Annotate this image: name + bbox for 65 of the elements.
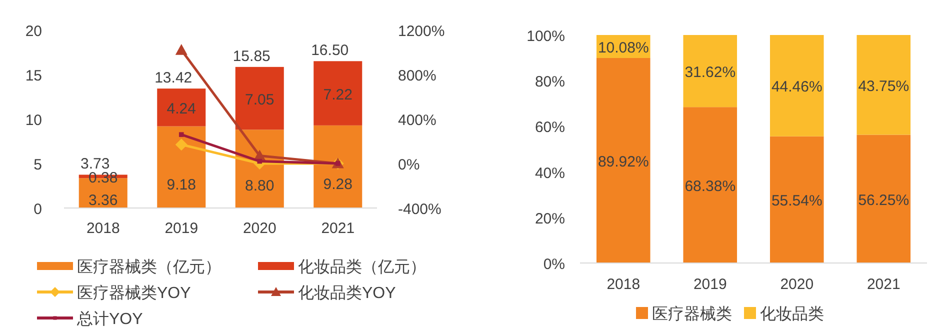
legend-label: 化妆品类（亿元）	[298, 258, 426, 276]
bar	[235, 66, 284, 130]
x-tick-label: 2019	[164, 220, 198, 237]
data-label: 9.18	[166, 176, 196, 194]
bar	[596, 58, 650, 263]
x-tick-label: 2021	[866, 276, 900, 293]
total-label: 13.42	[154, 70, 192, 87]
legend-label: 医疗器械类YOY	[77, 284, 192, 302]
bar	[157, 88, 206, 126]
data-label: 8.80	[245, 178, 274, 195]
y-tick-label: 0%	[543, 256, 565, 273]
bar	[770, 136, 824, 263]
y-tick-label: 60%	[534, 119, 565, 136]
y-tick-label: 0	[34, 201, 42, 218]
y-tick-label: 15	[25, 68, 42, 84]
bar	[770, 35, 824, 136]
legend-label: 化妆品类	[760, 305, 824, 323]
y2-tick-label: 800%	[398, 68, 436, 84]
legend-label: 医疗器械类（亿元）	[77, 258, 221, 276]
y-tick-label: 20%	[534, 210, 565, 228]
data-label: 4.24	[166, 100, 196, 118]
legend-label: 化妆品类YOY	[298, 284, 396, 302]
bar	[856, 134, 911, 263]
total-label: 15.85	[232, 48, 270, 65]
y-tick-label: 80%	[534, 74, 565, 91]
data-label: 55.54%	[771, 192, 822, 210]
y-tick-label: 100%	[526, 28, 565, 45]
data-label: 44.46%	[771, 78, 822, 96]
data-label: 10.08%	[598, 39, 649, 56]
y2-tick-label: 400%	[398, 112, 436, 129]
data-label: 43.75%	[858, 78, 910, 95]
data-label: 9.28	[323, 176, 352, 194]
x-tick-label: 2020	[242, 220, 276, 237]
y2-tick-label: -400%	[398, 201, 442, 218]
x-tick-label: 2018	[86, 220, 120, 237]
point	[175, 138, 188, 151]
y-tick-label: 20	[25, 23, 42, 40]
bar	[683, 35, 738, 108]
x-tick-label: 2021	[321, 220, 355, 237]
legend-label: 总计YOY	[76, 310, 144, 328]
point	[257, 158, 262, 164]
y-tick-label: 5	[34, 156, 42, 174]
y-tick-label: 10	[25, 112, 42, 129]
point	[175, 44, 188, 55]
data-label: 3.36	[88, 192, 118, 210]
point	[178, 132, 184, 137]
bar	[314, 61, 362, 126]
x-tick-label: 2018	[606, 276, 640, 293]
data-label: 31.62%	[684, 64, 736, 82]
bar	[683, 107, 738, 263]
legend-label: 医疗器械类	[652, 305, 732, 323]
data-label: 56.25%	[858, 192, 910, 209]
data-label: 68.38%	[684, 178, 736, 196]
data-label: 7.05	[245, 91, 274, 108]
x-tick-label: 2020	[780, 276, 814, 293]
y-tick-label: 40%	[534, 164, 565, 182]
y2-tick-label: 0%	[398, 156, 420, 174]
data-label: 7.22	[323, 86, 352, 104]
y2-tick-label: 1200%	[398, 23, 445, 40]
bar	[314, 125, 362, 208]
data-label: 89.92%	[598, 153, 649, 170]
x-tick-label: 2019	[693, 276, 727, 293]
bar	[157, 126, 206, 208]
total-label: 16.50	[311, 42, 349, 60]
bar	[856, 35, 911, 135]
